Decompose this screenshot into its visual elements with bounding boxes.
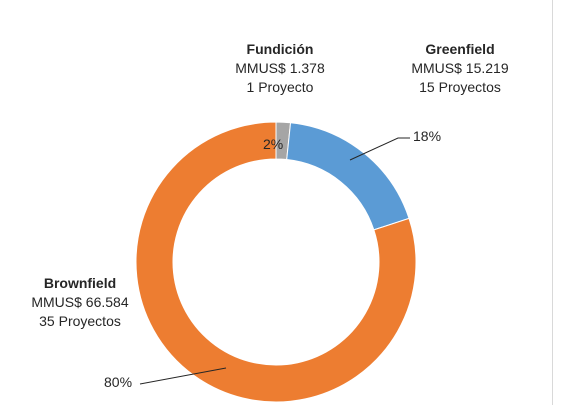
donut-slice-greenfield (286, 122, 410, 231)
brownfield-name: Brownfield (43, 275, 117, 291)
leader-line-greenfield (349, 137, 410, 161)
greenfield-projects: 15 Proyectos (419, 79, 501, 95)
percent-label-brownfield: 80% (104, 374, 133, 390)
category-label-fundicion: Fundición MMUS$ 1.378 1 Proyecto (205, 40, 355, 97)
leader-line-brownfield (139, 367, 227, 385)
donut-slice-brownfield (135, 121, 417, 403)
right-border (552, 0, 553, 405)
category-label-brownfield: Brownfield MMUS$ 66.584 35 Proyectos (5, 274, 155, 331)
fundicion-name: Fundición (246, 41, 314, 57)
greenfield-name: Greenfield (425, 41, 495, 57)
fundicion-projects: 1 Proyecto (246, 79, 314, 95)
brownfield-projects: 35 Proyectos (39, 313, 121, 329)
percent-label-fundicion: 2% (263, 136, 284, 152)
greenfield-amount: MMUS$ 15.219 (411, 60, 509, 76)
category-label-greenfield: Greenfield MMUS$ 15.219 15 Proyectos (385, 40, 535, 97)
percent-label-greenfield: 18% (413, 128, 442, 144)
fundicion-amount: MMUS$ 1.378 (235, 60, 325, 76)
brownfield-amount: MMUS$ 66.584 (31, 294, 129, 310)
